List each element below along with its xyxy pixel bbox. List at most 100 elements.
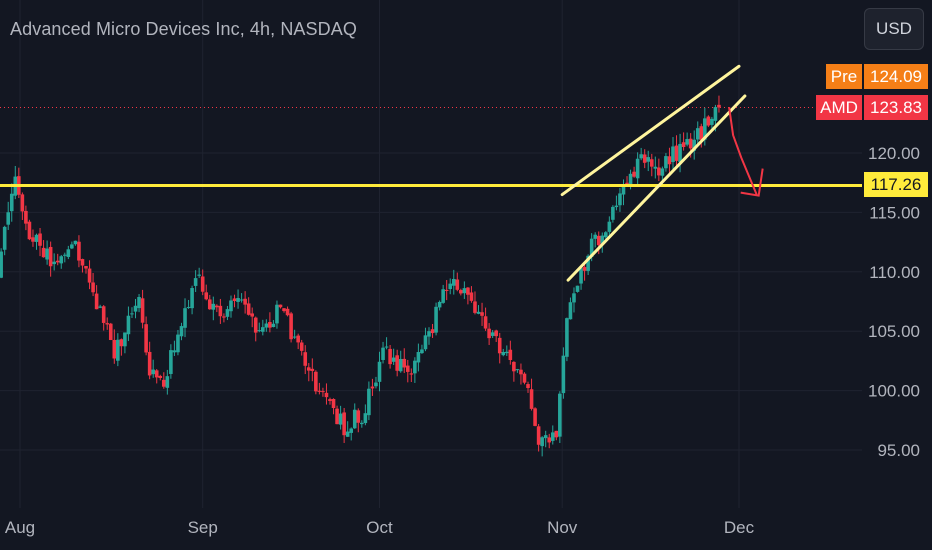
candle-up [490,329,495,338]
candle-down [314,370,318,395]
candle-down [430,323,435,338]
candle-up [59,254,64,269]
candle-down [681,132,686,151]
candle-up [639,147,643,161]
candle-up [504,345,509,356]
candle-up [70,241,74,250]
candle-up [568,297,573,320]
candle-up [558,391,562,444]
candle-up [52,253,56,271]
candle-up [593,232,597,248]
candle-up [621,179,626,206]
candle-down [204,284,209,301]
forecast-arrow-line[interactable] [728,107,758,195]
candle-down [324,383,329,405]
candle-up [635,152,640,185]
candle-up [451,269,456,295]
currency-button[interactable]: USD [864,8,924,50]
candle-up [434,302,438,336]
candle-down [268,312,272,333]
candle-up [448,278,453,295]
candle-down [282,307,286,313]
rising-wedge-trend-line[interactable] [560,64,741,197]
candle-up [476,305,481,315]
level-price-badge: 117.26 [864,172,928,197]
candle-down [483,307,488,331]
candle-down [554,430,559,441]
candle-up [441,284,445,304]
candle-up [73,240,78,246]
forecast-arrow-head [740,168,764,197]
candle-up [169,344,173,379]
candle-up [653,156,658,179]
candle-up [151,359,155,378]
candle-up [257,322,262,333]
candle-down [222,313,226,323]
candle-down [112,329,117,364]
candle-up [614,195,619,211]
candle-up [540,436,544,457]
candle-up [186,299,191,309]
candle-down [529,378,534,411]
candle-down [232,294,237,308]
candle-up [98,304,102,309]
candle-down [370,378,375,396]
x-tick-label: Oct [366,518,393,537]
candle-down [706,115,711,128]
candle-down [119,338,124,356]
candle-up [345,421,350,437]
candle-down [253,316,258,342]
candle-down [473,291,477,315]
candle-down [278,304,283,309]
candle-up [572,287,576,313]
y-tick-label: 120.00 [868,144,920,163]
candle-down [459,288,463,296]
candle-up [137,294,141,313]
candle-up [367,381,371,421]
candle-up [236,289,240,309]
candle-up [611,205,615,223]
candle-up [420,344,424,354]
premarket-price-badge: 124.09 [864,64,928,89]
candle-down [331,398,336,415]
candle-down [317,382,322,395]
candle-down [674,135,679,169]
x-axis: Aug Sep Oct Nov Dec [5,518,755,537]
candle-down [285,306,290,317]
candle-up [391,348,396,366]
candle-down [289,311,293,343]
candle-down [469,286,474,303]
candle-up [579,268,583,290]
candle-up [183,298,187,338]
last-price-badge: 123.83 [864,95,928,120]
candlestick-series [0,95,721,457]
y-axis: 120.00 115.00 110.00 105.00 100.00 95.00 [868,144,920,460]
candle-down [642,149,647,169]
candle-up [176,329,180,356]
candle-up [275,300,279,329]
candle-down [105,317,110,330]
candle-down [494,329,498,342]
candle-down [162,372,166,389]
candle-down [215,304,219,313]
symbol-label-badge: AMD [816,95,862,120]
candle-up [9,183,14,222]
candle-up [239,293,244,303]
candle-down [547,433,552,449]
candle-down [87,260,92,290]
candle-down [526,381,530,393]
rising-wedge-trend-line[interactable] [566,94,747,282]
candle-up [664,153,668,172]
candle-down [657,158,661,182]
candle-up [501,348,506,357]
candle-up [416,343,421,372]
candle-up [292,329,297,339]
chart-drawings[interactable] [0,64,862,282]
candle-down [487,323,491,346]
candle-up [413,357,417,383]
candle-down [699,123,704,148]
candle-up [692,130,697,160]
candle-down [299,339,304,356]
candle-up [607,216,612,237]
